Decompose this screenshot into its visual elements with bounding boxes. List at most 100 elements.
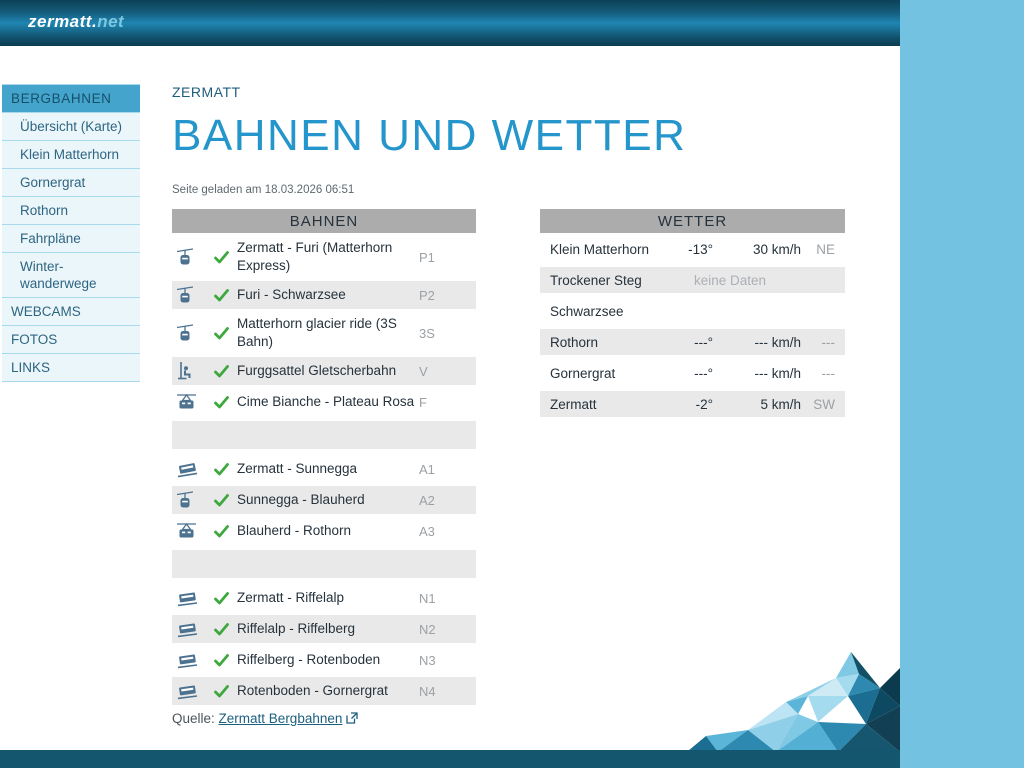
- sidebar-item-label: Fahrpläne: [20, 231, 81, 246]
- station-name: Schwarzsee: [550, 303, 624, 319]
- sidebar-item-label: FOTOS: [11, 332, 58, 347]
- sidebar-navigation: BERGBAHNEN Übersicht (Karte) Klein Matterh…: [2, 84, 140, 382]
- weather-table: WETTER Klein Matterhorn -13° 30 km/h NE Troc…: [540, 209, 845, 708]
- temperature-value: -2°: [695, 396, 713, 412]
- lift-row: Riffelberg - Rotenboden N3: [172, 646, 476, 674]
- weather-row: Klein Matterhorn -13° 30 km/h NE: [540, 236, 845, 262]
- sidebar-item-bergbahnen[interactable]: BERGBAHNEN: [2, 85, 140, 113]
- check-icon: [205, 493, 237, 507]
- lift-row: Zermatt - Furi (Matterhorn Express) P1: [172, 236, 476, 278]
- external-link-icon[interactable]: [346, 712, 359, 727]
- lift-row: Zermatt - Riffelalp N1: [172, 584, 476, 612]
- lift-row: Matterhorn glacier ride (3S Bahn) 3S: [172, 312, 476, 354]
- lift-name: Furggsattel Gletscherbahn: [237, 363, 397, 378]
- lift-code: A3: [419, 523, 435, 539]
- station-name: Trockener Steg: [550, 272, 642, 288]
- sidebar-item-fotos[interactable]: FOTOS: [2, 326, 140, 354]
- lift-code: N2: [419, 621, 436, 637]
- lift-row: Blauherd - Rothorn A3: [172, 517, 476, 545]
- sidebar-item-label: LINKS: [11, 360, 51, 375]
- gondola-icon: [172, 490, 205, 510]
- lift-code: N1: [419, 590, 436, 606]
- lift-name: Matterhorn glacier ride (3S Bahn): [237, 316, 397, 349]
- matterhorn-lowpoly-graphic: [688, 652, 900, 752]
- lift-row: Sunnegga - Blauherd A2: [172, 486, 476, 514]
- top-header-bar: zermatt.net: [0, 0, 900, 46]
- lift-name: Cime Bianche - Plateau Rosa: [237, 394, 415, 409]
- wind-direction: ---: [821, 334, 836, 350]
- no-data-label: keine Daten: [693, 272, 767, 288]
- lift-group-separator: [172, 421, 476, 449]
- temperature-value: -13°: [688, 241, 713, 257]
- main-content: ZERMATT BAHNEN UND WETTER Seite geladen …: [172, 84, 848, 708]
- sidebar-item-webcams[interactable]: WEBCAMS: [2, 298, 140, 326]
- lift-name: Zermatt - Sunnegga: [237, 461, 358, 476]
- lift-name: Sunnegga - Blauherd: [237, 492, 365, 507]
- weather-row: Gornergrat ---° --- km/h ---: [540, 360, 845, 386]
- lift-code: N4: [419, 683, 436, 699]
- sidebar-item-links[interactable]: LINKS: [2, 354, 140, 382]
- sidebar-item-klein-matterhorn[interactable]: Klein Matterhorn: [2, 141, 140, 169]
- zermatt-logo[interactable]: zermatt.net: [28, 12, 124, 32]
- check-icon: [205, 395, 237, 409]
- page-title: BAHNEN UND WETTER: [172, 111, 687, 160]
- weather-row: Schwarzsee: [540, 298, 845, 324]
- source-link[interactable]: Zermatt Bergbahnen: [218, 711, 343, 726]
- lift-code: P2: [419, 287, 435, 303]
- check-icon: [205, 591, 237, 605]
- check-icon: [205, 524, 237, 538]
- source-line: Quelle: Zermatt Bergbahnen: [172, 711, 359, 727]
- lift-name: Riffelberg - Rotenboden: [237, 652, 381, 667]
- source-label: Quelle:: [172, 711, 215, 726]
- sidebar-item-label: WEBCAMS: [11, 304, 81, 319]
- lift-name: Zermatt - Furi (Matterhorn Express): [237, 240, 393, 273]
- lift-name: Rotenboden - Gornergrat: [237, 683, 388, 698]
- sidebar-item-rothorn[interactable]: Rothorn: [2, 197, 140, 225]
- weather-row: Trockener Steg keine Daten: [540, 267, 845, 293]
- lift-row: Furi - Schwarzsee P2: [172, 281, 476, 309]
- funicular-icon: [172, 461, 205, 478]
- sidebar-item-gornergrat[interactable]: Gornergrat: [2, 169, 140, 197]
- train-icon: [172, 652, 205, 669]
- cable-car-icon: [172, 522, 205, 541]
- lift-code: A1: [419, 461, 435, 477]
- sidebar-item-winter-wanderwege[interactable]: Winter-wanderwege: [2, 253, 140, 298]
- lift-name: Furi - Schwarzsee: [237, 287, 346, 302]
- bottom-footer-bar: [0, 750, 900, 768]
- sidebar-item-fahrplaene[interactable]: Fahrpläne: [2, 225, 140, 253]
- lift-code: 3S: [419, 325, 435, 341]
- check-icon: [205, 364, 237, 378]
- sidebar-item-label: Rothorn: [20, 203, 69, 218]
- weather-table-header: WETTER: [540, 209, 845, 233]
- logo-suffix: net: [97, 12, 125, 31]
- wind-direction: ---: [821, 365, 836, 381]
- lift-row: Cime Bianche - Plateau Rosa F: [172, 388, 476, 416]
- lift-name: Zermatt - Riffelalp: [237, 590, 345, 605]
- train-icon: [172, 621, 205, 638]
- check-icon: [205, 326, 237, 340]
- weather-row: Rothorn ---° --- km/h ---: [540, 329, 845, 355]
- station-name: Klein Matterhorn: [550, 241, 650, 257]
- check-icon: [205, 288, 237, 302]
- right-decorative-panel: [900, 0, 1024, 768]
- gondola-icon: [172, 247, 205, 267]
- lifts-table: BAHNEN Zermatt - Furi (Matterhorn Expres…: [172, 209, 476, 708]
- chairlift-icon: [172, 361, 205, 381]
- sidebar-item-label: BERGBAHNEN: [11, 91, 112, 106]
- lift-code: N3: [419, 652, 436, 668]
- page-loaded-timestamp: Seite geladen am 18.03.2026 06:51: [172, 184, 355, 196]
- station-name: Zermatt: [550, 396, 597, 412]
- lift-row: Rotenboden - Gornergrat N4: [172, 677, 476, 705]
- sidebar-item-label: Winter-wanderwege: [20, 259, 97, 291]
- check-icon: [205, 250, 237, 264]
- weather-row: Zermatt -2° 5 km/h SW: [540, 391, 845, 417]
- wind-speed-value: 30 km/h: [752, 241, 801, 257]
- cable-car-icon: [172, 393, 205, 412]
- lift-code: P1: [419, 249, 435, 265]
- temperature-value: ---°: [694, 334, 713, 350]
- sidebar-item-label: Klein Matterhorn: [20, 147, 120, 162]
- sidebar-item-uebersicht-karte[interactable]: Übersicht (Karte): [2, 113, 140, 141]
- wind-speed-value: 5 km/h: [760, 396, 801, 412]
- lift-name: Blauherd - Rothorn: [237, 523, 352, 538]
- station-name: Gornergrat: [550, 365, 616, 381]
